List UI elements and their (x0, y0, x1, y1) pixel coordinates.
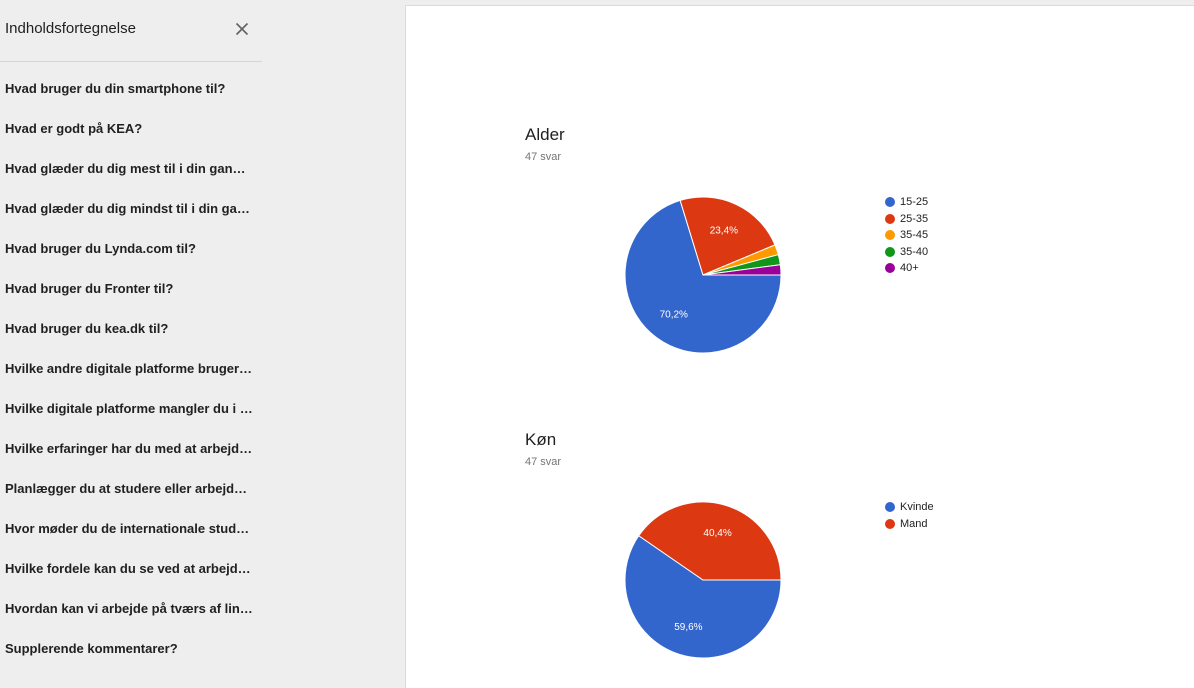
toc-item[interactable]: Hvordan kan vi arbejde på tværs af lin… (5, 601, 253, 616)
legend-label: 35-45 (900, 229, 929, 242)
legend-swatch (885, 518, 895, 529)
toc-item[interactable]: Hvilke digitale platforme mangler du i … (5, 401, 253, 416)
legend-item[interactable]: Kvinde (885, 499, 934, 516)
legend-swatch (885, 230, 895, 241)
pie-slice[interactable] (624, 199, 782, 354)
legend-swatch (885, 246, 895, 257)
toc-item[interactable]: Hvad bruger du din smartphone til? (5, 81, 226, 96)
legend-swatch (885, 197, 895, 208)
slice-label: 40,4% (703, 528, 731, 539)
toc-item[interactable]: Hvad glæder du dig mindst til i din ga… (5, 201, 250, 216)
slice-label: 59,6% (674, 622, 702, 633)
pie-slice[interactable] (638, 501, 782, 581)
response-count-alder: 47 svar (525, 151, 562, 163)
slice-label: 23,4% (710, 226, 738, 237)
toc-item[interactable]: Planlægger du at studere eller arbejd… (5, 481, 248, 496)
toc-list: Hvad bruger du din smartphone til? Hvad e… (0, 69, 262, 669)
legend-swatch (885, 213, 895, 224)
close-icon[interactable] (232, 19, 252, 39)
legend-label: 25-35 (900, 212, 929, 225)
toc-item[interactable]: Hvad bruger du kea.dk til? (5, 321, 169, 336)
legend-item[interactable]: 35-45 (885, 227, 928, 244)
toc-item[interactable]: Supplerende kommentarer? (5, 641, 178, 656)
toc-item[interactable]: Hvor møder du de internationale stud… (5, 521, 250, 536)
legend-label: Mand (900, 517, 928, 530)
legend-item[interactable]: 40+ (885, 260, 928, 277)
toc-item[interactable]: Hvad bruger du Lynda.com til? (5, 241, 196, 256)
pie-slice[interactable] (624, 535, 782, 659)
legend-swatch (885, 502, 895, 513)
pie-chart-kon: 59,6% 40,4% (624, 501, 782, 659)
legend-label: Kvinde (900, 501, 934, 514)
pie-slice[interactable] (702, 264, 782, 276)
legend-kon: Kvinde Mand (885, 499, 934, 532)
legend-swatch (885, 263, 895, 274)
toc-item[interactable]: Hvad er godt på KEA? (5, 121, 143, 136)
legend-label: 15-25 (900, 196, 929, 209)
toc-sidebar: Indholdsfortegnelse Hvad bruger du din s… (0, 0, 262, 687)
sidebar-header: Indholdsfortegnelse (0, 0, 262, 62)
toc-item[interactable]: Hvilke fordele kan du se ved at arbejd… (5, 561, 251, 576)
pie-chart-alder: 70,2% 23,4% (624, 196, 782, 354)
legend-label: 35-40 (900, 245, 929, 258)
legend-item[interactable]: 25-35 (885, 211, 928, 228)
toc-item[interactable]: Hvad bruger du Fronter til? (5, 281, 174, 296)
sidebar-title: Indholdsfortegnelse (5, 20, 136, 37)
response-count-kon: 47 svar (525, 456, 562, 468)
slice-label: 70,2% (660, 310, 688, 321)
legend-label: 40+ (900, 262, 919, 275)
legend-item[interactable]: Mand (885, 516, 934, 533)
legend-item[interactable]: 35-40 (885, 244, 928, 261)
legend-item[interactable]: 15-25 (885, 194, 928, 211)
legend-alder: 15-25 25-35 35-45 35-40 40+ (885, 194, 928, 277)
toc-item[interactable]: Hvilke andre digitale platforme bruger… (5, 361, 253, 376)
summary-panel: Alder 47 svar 70,2% 23,4% 15-25 25-35 35-45… (405, 5, 1194, 688)
chart-title-kon: Køn (525, 430, 557, 449)
toc-item[interactable]: Hvad glæder du dig mest til i din gan… (5, 161, 246, 176)
chart-title-alder: Alder (525, 125, 565, 144)
toc-item[interactable]: Hvilke erfaringer har du med at arbejd… (5, 441, 253, 456)
pie-slice[interactable] (679, 196, 776, 276)
